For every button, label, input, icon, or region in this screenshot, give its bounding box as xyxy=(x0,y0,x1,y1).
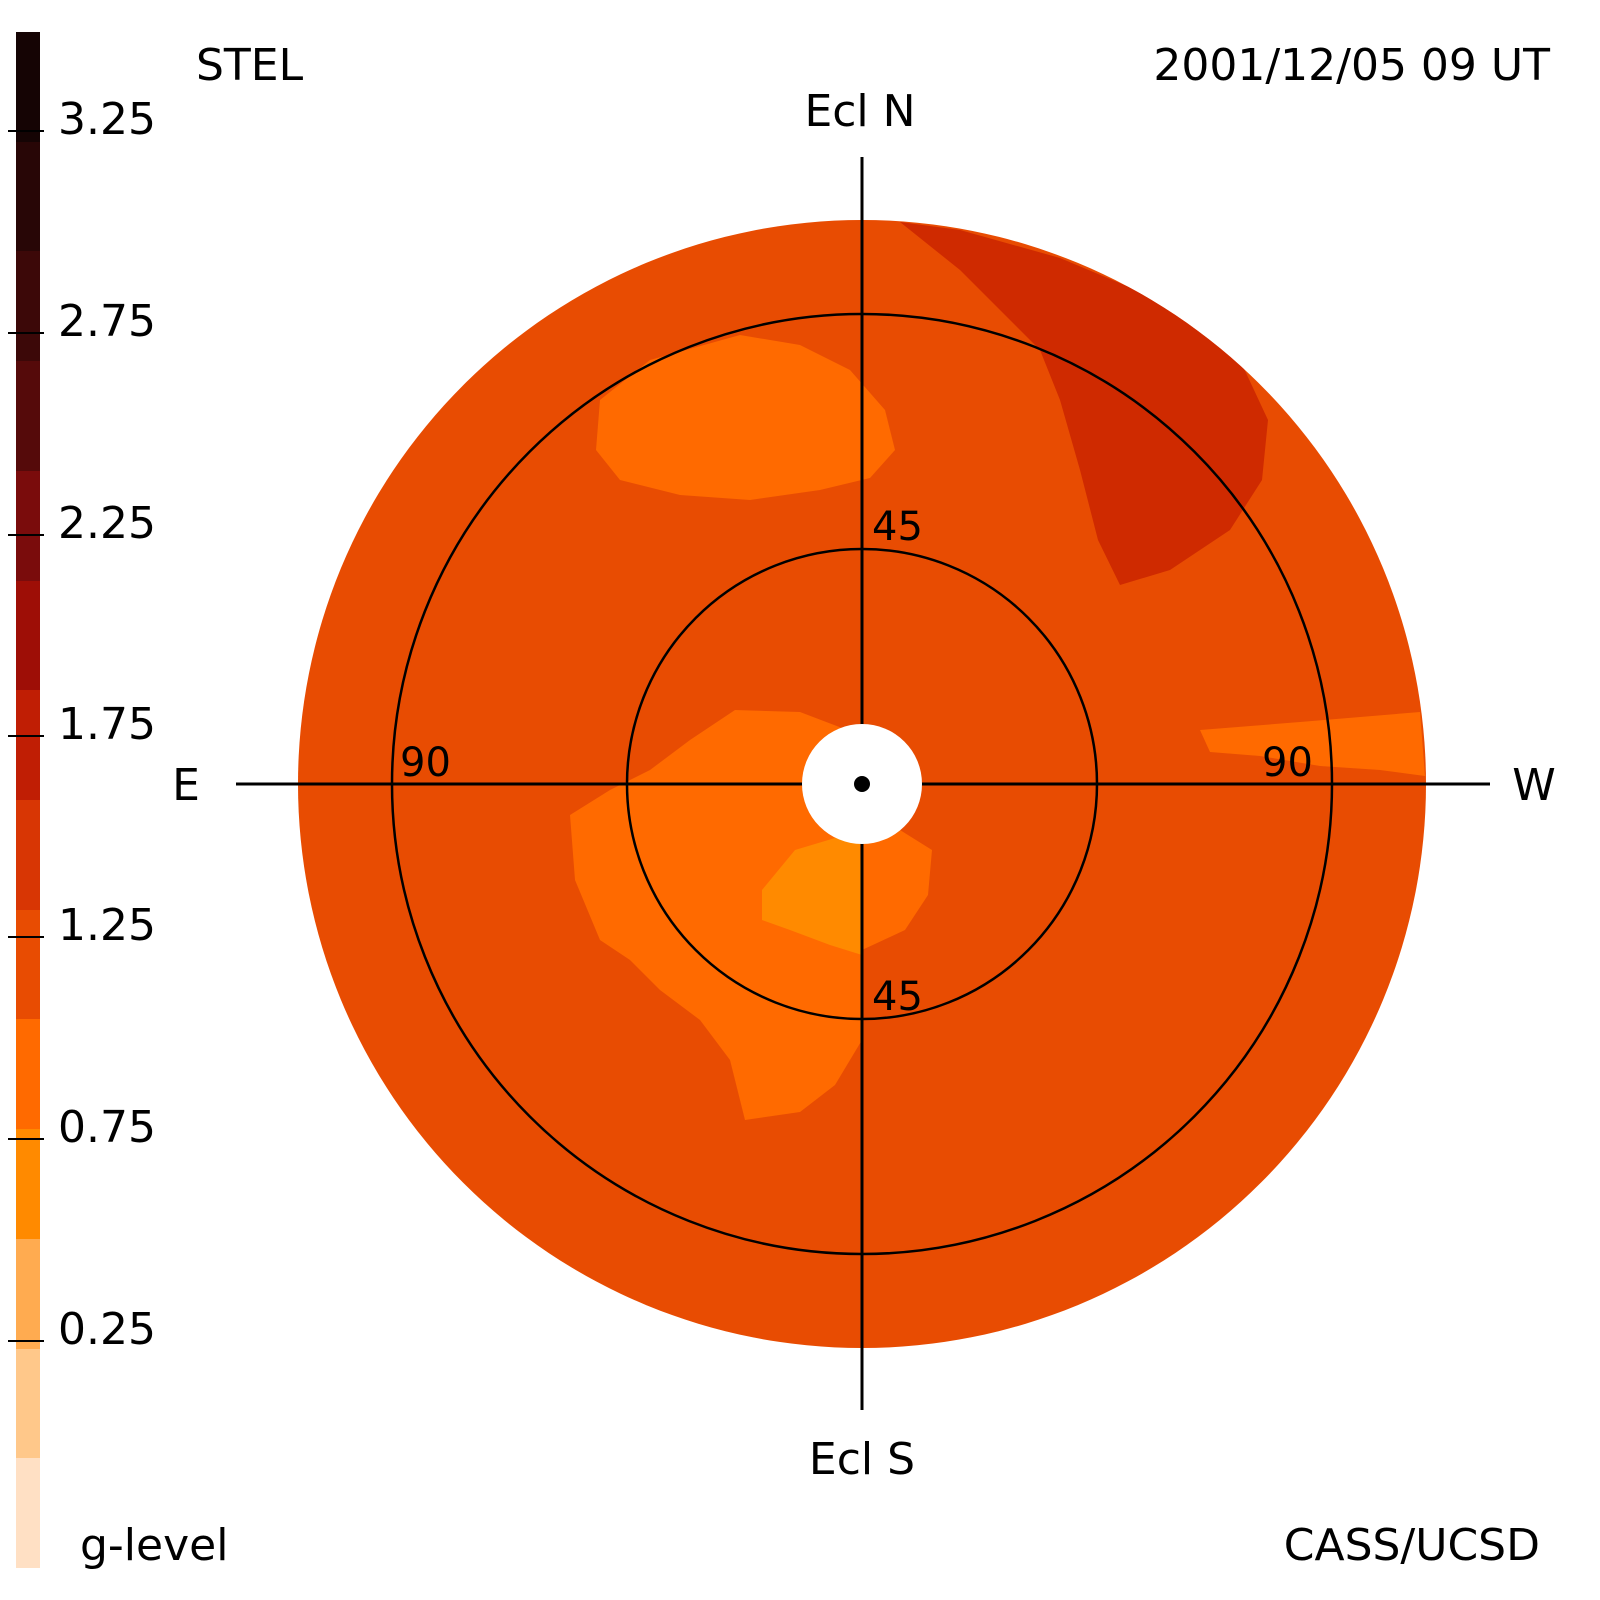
colorbar-band xyxy=(16,32,40,143)
sun-center-dot xyxy=(854,776,870,792)
low-level-region xyxy=(862,830,932,950)
colorbar-tick-label: 0.75 xyxy=(58,1102,156,1153)
credit-label: CASS/UCSD xyxy=(1283,1520,1540,1571)
elongation-45-label-top: 45 xyxy=(872,504,923,550)
elongation-90-label-right: 90 xyxy=(1262,740,1313,786)
ecl-south-label: Ecl S xyxy=(809,1434,915,1485)
elongation-90-label-left: 90 xyxy=(400,740,451,786)
colorbar-tick-label: 1.75 xyxy=(58,699,156,750)
colorbar-tick-label: 2.75 xyxy=(58,296,156,347)
colorbar-band xyxy=(16,909,40,1020)
east-label: E xyxy=(172,760,200,811)
colorbar-band xyxy=(16,1238,40,1350)
colorbar-tick-label: 0.25 xyxy=(58,1304,156,1355)
elongation-45-label-bottom: 45 xyxy=(872,974,923,1020)
colorbar-band xyxy=(16,1129,40,1240)
datetime-label: 2001/12/05 09 UT xyxy=(1153,40,1550,91)
colorbar-band xyxy=(16,141,40,252)
colorbar-band xyxy=(16,1348,40,1459)
colorbar-tick-label: 1.25 xyxy=(58,900,156,951)
colorbar-band xyxy=(16,251,40,362)
colorbar-band xyxy=(16,690,40,801)
instrument-label: STEL xyxy=(196,40,304,91)
colorbar-band xyxy=(16,361,40,472)
low-level-region xyxy=(570,710,862,1120)
colorbar-band xyxy=(16,1458,40,1569)
colorbar-tick-label: 2.25 xyxy=(58,498,156,549)
colorbar-band xyxy=(16,1019,40,1130)
colorbar-tick-label: 3.25 xyxy=(58,94,156,145)
colorbar-band xyxy=(16,800,40,911)
low-level-region xyxy=(1200,712,1425,776)
colorbar-band xyxy=(16,580,40,691)
colorbar-band xyxy=(16,470,40,582)
ecl-north-label: Ecl N xyxy=(804,86,915,137)
lowest-level-region xyxy=(762,838,862,955)
colorbar-bands xyxy=(16,32,40,1569)
colorbar xyxy=(16,32,40,1569)
west-label: W xyxy=(1512,760,1556,811)
quantity-label: g-level xyxy=(80,1520,229,1571)
low-level-region xyxy=(596,335,895,500)
